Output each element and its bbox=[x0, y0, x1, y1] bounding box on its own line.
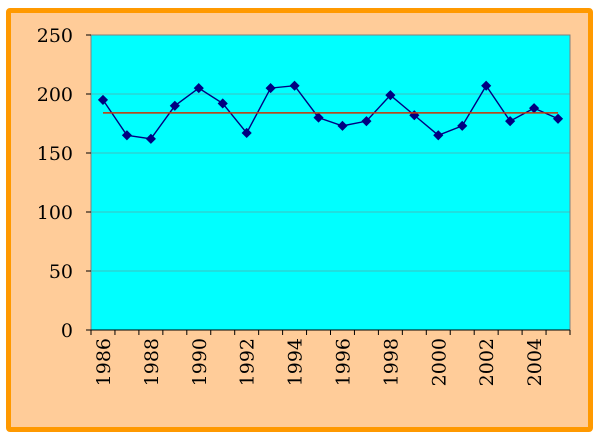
data-point bbox=[145, 133, 156, 144]
data-point bbox=[121, 130, 132, 141]
x-tick-label: 2002 bbox=[476, 338, 498, 386]
y-tick-label: 250 bbox=[37, 25, 73, 47]
data-point bbox=[481, 80, 492, 91]
x-tick-label: 1992 bbox=[237, 338, 259, 386]
x-tick-label: 1998 bbox=[380, 338, 402, 386]
y-tick-label: 200 bbox=[37, 84, 73, 106]
y-tick-label: 150 bbox=[37, 143, 73, 165]
x-tick-label: 1996 bbox=[332, 338, 354, 386]
data-point bbox=[217, 98, 228, 109]
x-tick-label: 1988 bbox=[141, 338, 163, 386]
data-series-line bbox=[102, 84, 559, 140]
data-point bbox=[97, 94, 109, 105]
data-point bbox=[289, 80, 300, 91]
data-point bbox=[193, 83, 204, 94]
plot-area bbox=[90, 34, 571, 331]
data-point bbox=[552, 113, 564, 124]
data-point bbox=[505, 116, 516, 127]
x-tick-label: 2004 bbox=[524, 338, 546, 386]
x-tick-label: 1994 bbox=[285, 338, 307, 386]
data-point bbox=[313, 112, 324, 123]
data-point bbox=[241, 127, 252, 139]
x-tick-label: 1990 bbox=[189, 338, 211, 386]
data-point bbox=[361, 116, 372, 127]
x-tick-label: 1986 bbox=[93, 338, 115, 386]
data-point bbox=[385, 90, 396, 101]
data-point bbox=[433, 130, 444, 141]
y-tick-label: 100 bbox=[37, 202, 73, 224]
data-point bbox=[169, 100, 180, 111]
x-tick-label: 2000 bbox=[428, 338, 450, 386]
y-tick-label: 0 bbox=[61, 320, 73, 342]
y-tick-label: 50 bbox=[49, 261, 73, 283]
data-point bbox=[265, 83, 276, 94]
data-point bbox=[457, 120, 468, 131]
data-point bbox=[337, 120, 348, 131]
